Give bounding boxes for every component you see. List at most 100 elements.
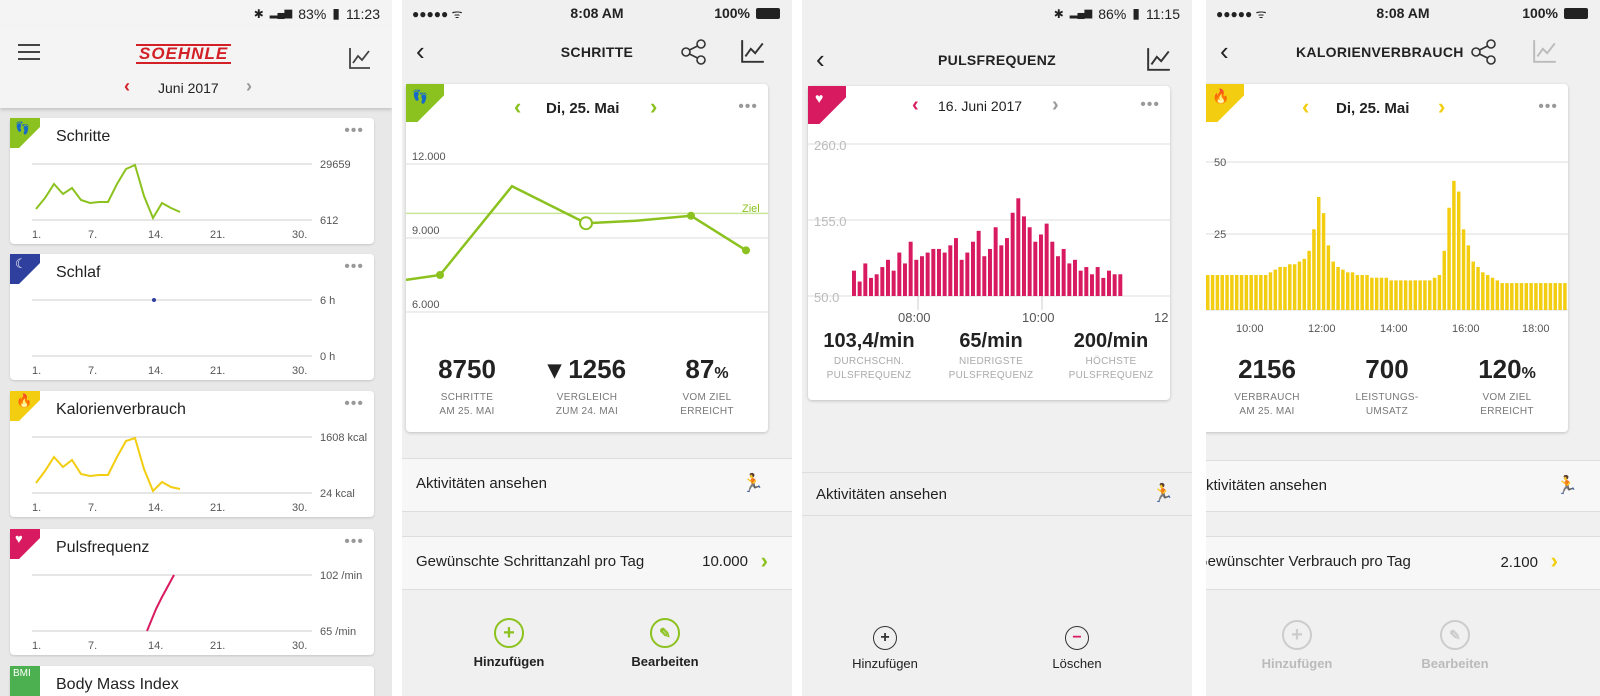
stat-label: SCHRITTE: [440, 392, 494, 403]
day-tick: 30.: [292, 640, 307, 652]
battery-icon: ▮: [1132, 5, 1140, 21]
clock: 8:08 AM: [1376, 5, 1430, 21]
back-icon[interactable]: ‹: [1220, 36, 1229, 66]
card-axis-top: 6 h: [320, 295, 335, 307]
battery-level: 100%: [1522, 5, 1558, 21]
activities-row[interactable]: Aktivitäten ansehen 🏃: [402, 458, 792, 512]
calories-bar: [1254, 275, 1258, 310]
pulse-bar: [925, 252, 930, 296]
next-month-icon[interactable]: ›: [246, 76, 252, 96]
edit-button[interactable]: ✎ Bearbeiten: [620, 618, 710, 669]
more-icon[interactable]: •••: [1140, 96, 1160, 113]
card-axis-bottom: 65 /min: [320, 626, 356, 638]
pulse-card[interactable]: ♥ Pulsfrequenz ••• 102 /min 65 /min 1. 7…: [10, 529, 374, 655]
prev-day-icon[interactable]: ‹: [514, 94, 522, 119]
goal-row[interactable]: Gewünschter Verbrauch pro Tag 2.100 ›: [1206, 536, 1600, 590]
y-tick: 260.0: [814, 138, 847, 153]
pulse-bar: [999, 245, 1004, 296]
pulse-bar: [1107, 270, 1111, 296]
chart-icon[interactable]: [348, 46, 372, 70]
calories-bar: [1461, 229, 1466, 310]
battery-level: 100%: [714, 5, 750, 21]
day-tick: 7.: [88, 502, 97, 514]
next-day-icon[interactable]: ›: [1438, 94, 1446, 119]
steps-screen: ●●●●● ᯤ 8:08 AM 100% ‹ SCHRITTE 👣 ‹ Di, …: [402, 0, 792, 696]
prev-month-icon[interactable]: ‹: [124, 76, 130, 96]
card-title: Schritte: [56, 128, 111, 145]
y-tick: 25: [1214, 229, 1226, 241]
date-label: 16. Juni 2017: [938, 98, 1023, 114]
add-button[interactable]: + Hinzufügen: [840, 626, 930, 671]
stat-label: VOM ZIEL: [682, 392, 732, 403]
card-title: Kalorienverbrauch: [56, 401, 186, 418]
calories-bar: [1476, 266, 1480, 310]
calories-bar: [1321, 213, 1326, 310]
steps-card[interactable]: 👣 Schritte ••• 29659 612 1. 7. 14. 21. 3…: [10, 118, 374, 244]
more-icon[interactable]: •••: [344, 122, 364, 139]
pulse-bar: [1073, 259, 1077, 296]
calories-card[interactable]: 🔥 Kalorienverbrauch ••• 1608 kcal 24 kca…: [10, 391, 374, 517]
more-icon[interactable]: •••: [344, 533, 364, 550]
pulse-detail-card: ♥ ‹ 16. Juni 2017 › ••• 260.0 155.0 50.0…: [808, 86, 1170, 400]
add-button[interactable]: + Hinzufügen: [464, 618, 554, 669]
clock: 8:08 AM: [570, 5, 624, 21]
steps-point: [436, 271, 444, 279]
day-tick: 30.: [292, 365, 307, 377]
stat-highest: 200/min HÖCHSTE PULSFREQUENZ: [1052, 330, 1170, 383]
button-label: Bearbeiten: [631, 654, 699, 669]
add-button[interactable]: + Hinzufügen: [1252, 620, 1342, 671]
day-tick: 1.: [32, 640, 41, 652]
edit-button[interactable]: ✎ Bearbeiten: [1410, 620, 1500, 671]
next-day-icon[interactable]: ›: [1052, 94, 1059, 116]
x-tick: 12:00: [1308, 323, 1336, 335]
chevron-right-icon: ›: [1550, 548, 1558, 573]
more-icon[interactable]: •••: [344, 258, 364, 275]
dashboard-screen: ✱ ▂▄▆ 83% ▮ 11:23 SOEHNLE ‹ Juni 2017 › …: [0, 0, 392, 696]
stat-average: 103,4/min DURCHSCHN. PULSFREQUENZ: [810, 330, 928, 383]
back-icon[interactable]: ‹: [816, 44, 825, 74]
runner-icon: 🏃: [1555, 475, 1578, 495]
calories-bar: [1278, 266, 1282, 310]
battery-level: 86%: [1098, 5, 1127, 22]
button-label: Bearbeiten: [1421, 656, 1489, 671]
pulse-bar: [1084, 267, 1089, 296]
chart-icon[interactable]: [1146, 46, 1172, 72]
delete-button[interactable]: − Löschen: [1032, 626, 1122, 671]
share-icon[interactable]: [680, 38, 708, 66]
chart-icon[interactable]: [740, 38, 766, 64]
next-day-icon[interactable]: ›: [650, 94, 658, 119]
bmi-card[interactable]: BMI Body Mass Index: [10, 666, 374, 696]
stat-label: VERBRAUCH: [1234, 392, 1300, 403]
more-icon[interactable]: •••: [738, 98, 758, 115]
pulse-bar: [993, 227, 998, 296]
calories-screen: ●●●●● ᯤ 8:08 AM 100% ‹ KALORIENVERBRAUCH…: [1206, 0, 1600, 696]
more-icon[interactable]: •••: [344, 395, 364, 412]
share-icon[interactable]: [1470, 38, 1498, 66]
heart-icon: ♥: [815, 90, 824, 106]
calories-bar: [1428, 280, 1432, 310]
calories-bar: [1374, 277, 1379, 310]
chart-icon[interactable]: [1532, 38, 1558, 64]
calories-bar: [1331, 261, 1335, 310]
pulse-bar: [1027, 227, 1032, 296]
calories-bar: [1263, 275, 1268, 310]
back-icon[interactable]: ‹: [416, 36, 425, 66]
calories-bar: [1514, 283, 1519, 310]
pulse-bar: [959, 259, 964, 296]
menu-icon[interactable]: [18, 44, 40, 60]
activities-row[interactable]: Aktivitäten ansehen 🏃: [802, 472, 1192, 516]
more-icon[interactable]: •••: [1538, 98, 1558, 115]
calories-bar: [1442, 250, 1446, 310]
goal-row[interactable]: Gewünschte Schrittanzahl pro Tag 10.000 …: [402, 536, 792, 590]
activities-row[interactable]: Aktivitäten ansehen 🏃: [1206, 460, 1600, 512]
calories-bar: [1288, 264, 1292, 310]
pulse-bar: [1044, 223, 1049, 296]
prev-day-icon[interactable]: ‹: [1302, 94, 1310, 119]
sleep-card[interactable]: ☾ Schlaf ••• 6 h 0 h 1. 7. 14. 21. 30.: [10, 254, 374, 380]
prev-day-icon[interactable]: ‹: [912, 94, 919, 116]
pulse-bar: [1078, 270, 1083, 296]
app-header: SOEHNLE ‹ Juni 2017 ›: [0, 26, 392, 108]
signal-icon: ▂▄▆: [1069, 8, 1093, 19]
pulse-screen: ✱ ▂▄▆ 86% ▮ 11:15 ‹ PULSFREQUENZ ♥ ‹ 16.…: [802, 0, 1192, 696]
calories-bar: [1437, 275, 1442, 310]
